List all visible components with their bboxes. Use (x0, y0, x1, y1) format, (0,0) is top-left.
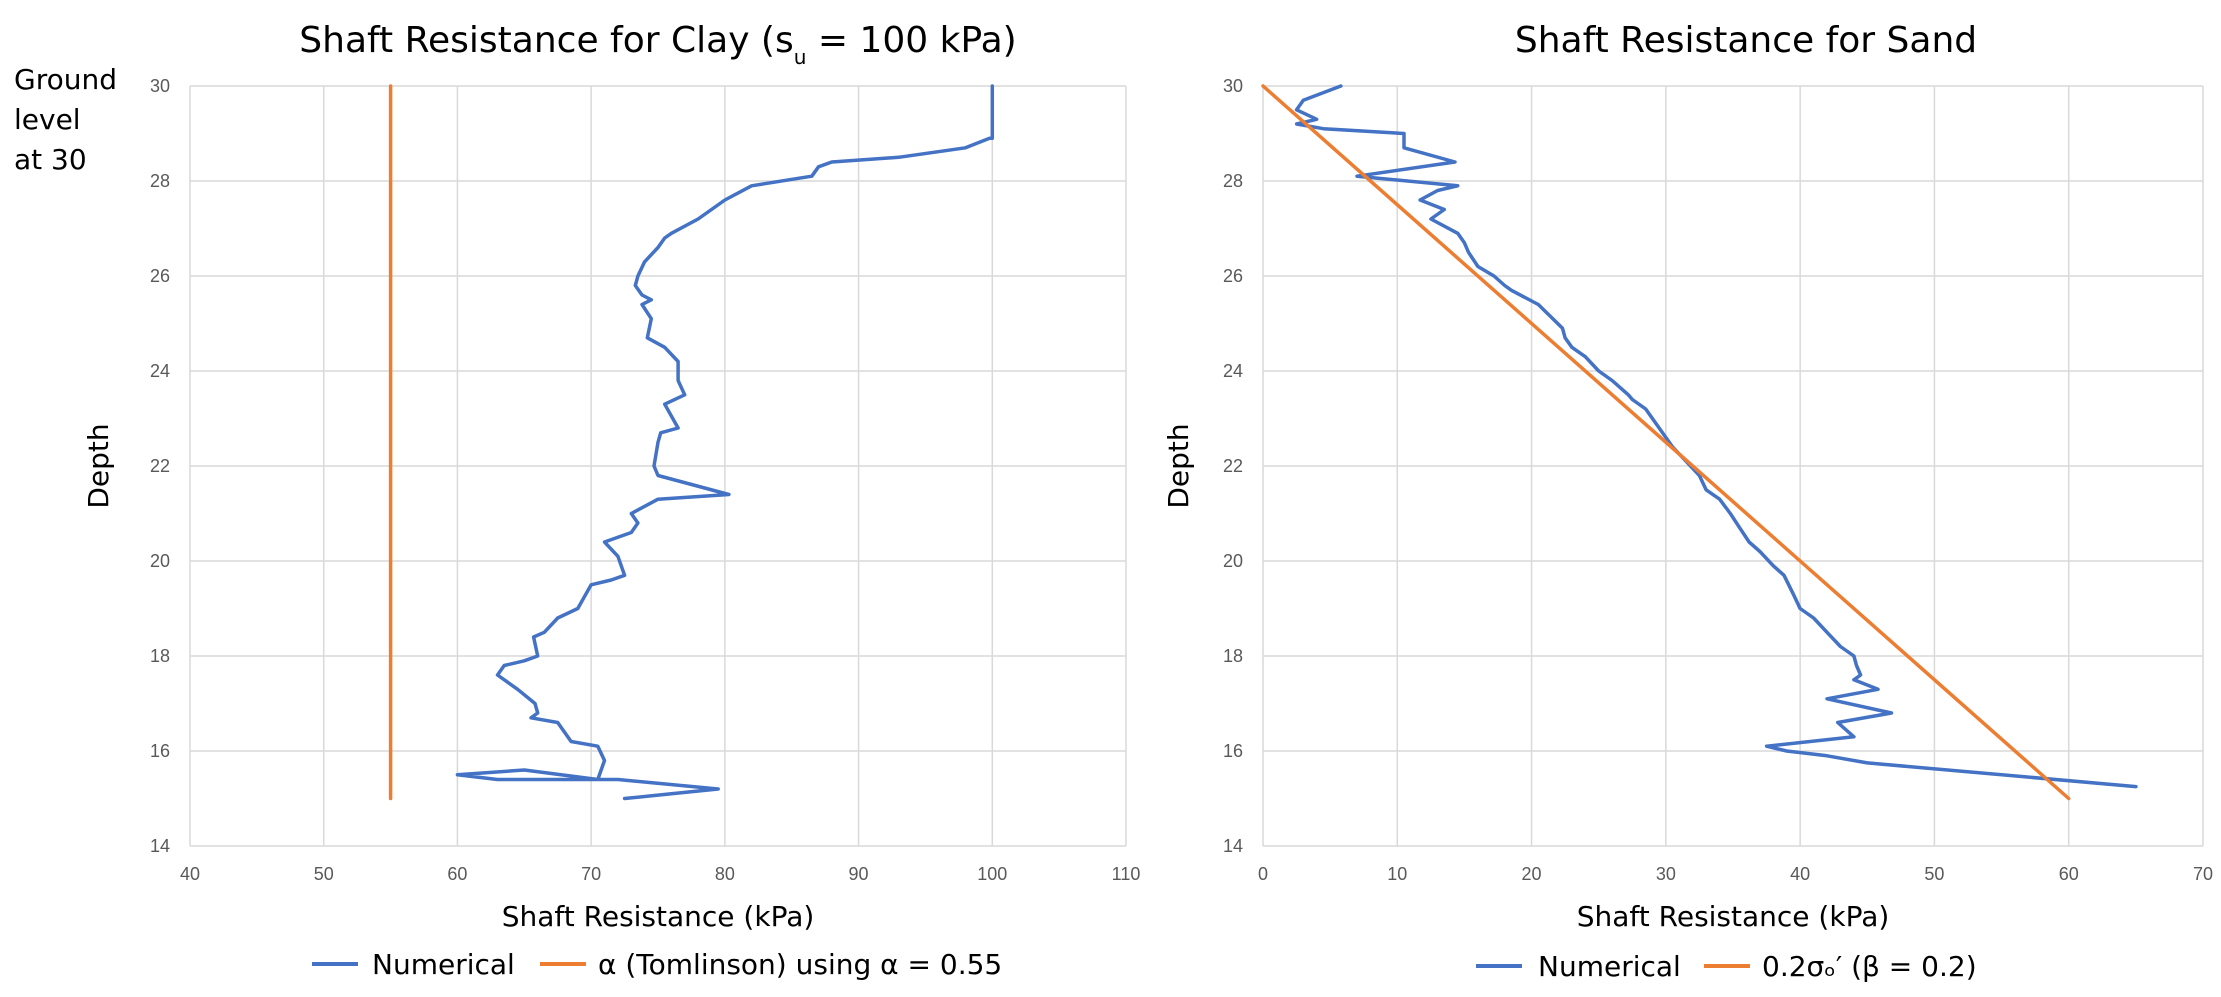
y-tick-label: 24 (150, 361, 170, 381)
legend-label: 0.2σₒ′ (β = 0.2) (1762, 950, 1977, 983)
x-tick-label: 50 (1924, 864, 1944, 884)
x-tick-label: 60 (447, 864, 467, 884)
y-tick-label: 20 (150, 551, 170, 571)
legend-label: α (Tomlinson) using α = 0.55 (598, 948, 1002, 981)
chart-panel-1: 40 50 60 70 80 90 100 110 14 16 18 20 22 24 26 28 30 Shaf… (82, 20, 1140, 981)
x-tick-label: 0 (1258, 864, 1268, 884)
chart-title: Shaft Resistance for Sand (1515, 20, 1977, 61)
y-tick-label: 28 (150, 171, 170, 191)
series-line-beta-method (1261, 84, 2071, 801)
x-tick-label: 10 (1387, 864, 1407, 884)
series-line-numerical (455, 84, 995, 801)
annotation-line: at 30 (14, 143, 87, 176)
legend-label: Numerical (1538, 950, 1681, 983)
y-tick-label: 14 (1223, 836, 1243, 856)
y-tick-label: 20 (1223, 551, 1243, 571)
y-tick-label: 24 (1223, 361, 1243, 381)
x-tick-label: 60 (2059, 864, 2079, 884)
y-axis-label: Depth (1162, 423, 1195, 508)
chart-title: Shaft Resistance for Clay (su = 100 kPa) (299, 20, 1016, 69)
y-tick-label: 14 (150, 836, 170, 856)
x-tick-label: 110 (1112, 864, 1141, 884)
chart-title-main: Shaft Resistance for Sand (1515, 20, 1977, 61)
y-axis-label: Depth (82, 423, 115, 508)
x-tick-label: 90 (849, 864, 869, 884)
y-tick-label: 22 (1223, 456, 1243, 476)
legend: Numerical α (Tomlinson) using α = 0.55 (312, 948, 1002, 981)
y-tick-label: 28 (1223, 171, 1243, 191)
y-tick-label: 30 (1223, 76, 1243, 96)
x-tick-label: 40 (1790, 864, 1810, 884)
y-tick-label: 30 (150, 76, 170, 96)
x-tick-label: 30 (1656, 864, 1676, 884)
y-tick-label: 26 (150, 266, 170, 286)
x-tick-label: 100 (977, 864, 1007, 884)
x-tick-label: 80 (715, 864, 735, 884)
y-tick-label: 16 (150, 741, 170, 761)
legend: Numerical 0.2σₒ′ (β = 0.2) (1476, 950, 1977, 983)
y-tick-label: 26 (1223, 266, 1243, 286)
y-tick-label: 16 (1223, 741, 1243, 761)
y-tick-label: 18 (1223, 646, 1243, 666)
legend-label: Numerical (372, 948, 515, 981)
x-axis-label: Shaft Resistance (kPa) (502, 900, 815, 933)
chart-title-subscript: u (794, 45, 807, 69)
y-tick-label: 22 (150, 456, 170, 476)
chart-panel-2: 0 10 20 30 40 50 60 70 14 16 18 20 22 24 26 28 30 Shaft R… (1162, 20, 2213, 983)
x-axis-label: Shaft Resistance (kPa) (1577, 900, 1890, 933)
annotation-line: level (14, 103, 81, 136)
annotation-line: Ground (14, 63, 117, 96)
ground-level-annotation: Ground level at 30 (14, 60, 117, 180)
chart-title-main: Shaft Resistance for Clay (s (299, 20, 793, 61)
x-tick-label: 50 (314, 864, 334, 884)
x-tick-label: 70 (581, 864, 601, 884)
x-tick-label: 70 (2193, 864, 2213, 884)
series-line-numerical (1294, 84, 2138, 789)
chart-title-tail: = 100 kPa) (806, 20, 1016, 61)
y-tick-label: 18 (150, 646, 170, 666)
x-tick-label: 20 (1522, 864, 1542, 884)
x-tick-label: 40 (180, 864, 200, 884)
